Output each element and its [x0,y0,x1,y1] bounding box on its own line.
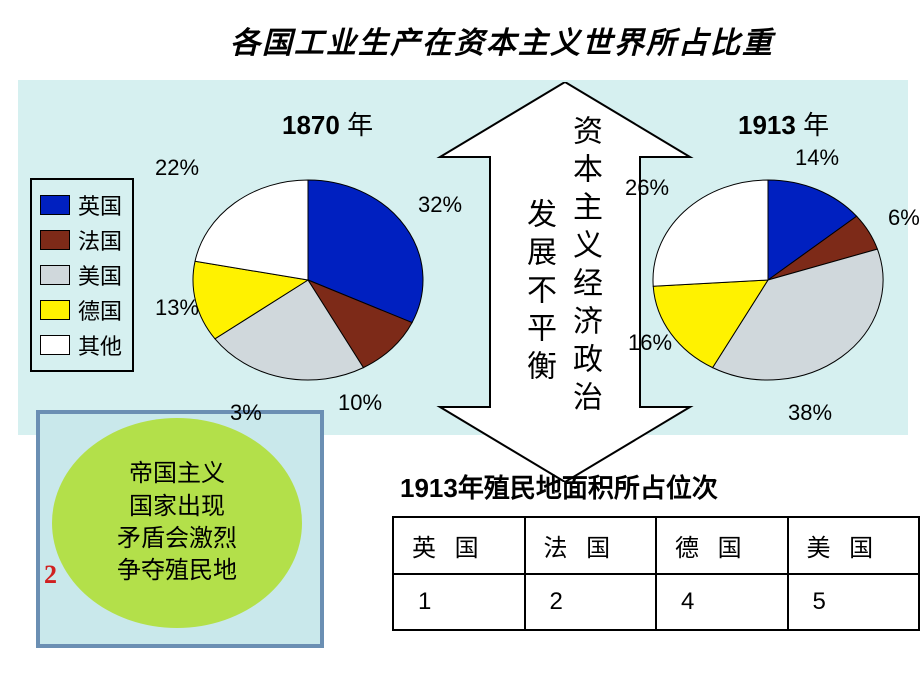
ranking-value: 4 [656,574,788,630]
callout-line: 矛盾会激烈 [117,523,237,555]
legend-item: 其他 [40,329,122,361]
ranking-col-header: 法 国 [525,517,657,574]
pie-percent-label: 22% [155,155,199,181]
pie-percent-label: 32% [418,192,462,218]
legend-item: 德国 [40,294,122,326]
ranking-value: 5 [788,574,920,630]
pie-left-year: 1870 年 [282,105,373,142]
ranking-value: 1 [393,574,525,630]
pie-right-year: 1913 年 [738,105,829,142]
legend-swatch [40,195,70,215]
pie-percent-label: 38% [788,400,832,426]
ranking-value: 2 [525,574,657,630]
callout-line: 国家出现 [129,491,225,523]
arrow-text-main: 资本主义经济政治 [568,115,600,419]
legend-label: 英国 [78,189,122,221]
pie-percent-label: 26% [625,175,669,201]
table-row: 英 国 法 国 德 国 美 国 [393,517,919,574]
pie-percent-label: 3% [230,400,262,426]
legend-swatch [40,300,70,320]
legend-label: 美国 [78,259,122,291]
legend-label: 其他 [78,329,122,361]
ranking-table-title: 1913年殖民地面积所占位次 [400,468,718,505]
ranking-col-header: 英 国 [393,517,525,574]
table-row: 1 2 4 5 [393,574,919,630]
legend-label: 德国 [78,294,122,326]
callout-ellipse: 帝国主义 国家出现 矛盾会激烈 争夺殖民地 [52,418,302,628]
pie-percent-label: 16% [628,330,672,356]
pie-percent-label: 14% [795,145,839,171]
legend-swatch [40,265,70,285]
legend-label: 法国 [78,224,122,256]
legend-swatch [40,230,70,250]
legend-box: 英国法国美国德国其他 [30,178,134,372]
ranking-col-header: 德 国 [656,517,788,574]
callout-line: 争夺殖民地 [117,555,237,587]
double-arrow-icon [410,82,720,482]
legend-item: 法国 [40,224,122,256]
pie-percent-label: 10% [338,390,382,416]
arrow-text-sub: 发展不平衡 [528,198,560,388]
callout-red-text: 2 [44,560,57,590]
slide-root: 各国工业生产在资本主义世界所占比重 1870 年 1913 年 英国法国美国德国… [0,0,920,690]
legend-item: 美国 [40,259,122,291]
ranking-table: 英 国 法 国 德 国 美 国 1 2 4 5 [392,516,920,631]
legend-swatch [40,335,70,355]
callout-line: 帝国主义 [129,458,225,490]
pie-percent-label: 6% [888,205,920,231]
pie-percent-label: 13% [155,295,199,321]
ranking-col-header: 美 国 [788,517,920,574]
legend-item: 英国 [40,189,122,221]
